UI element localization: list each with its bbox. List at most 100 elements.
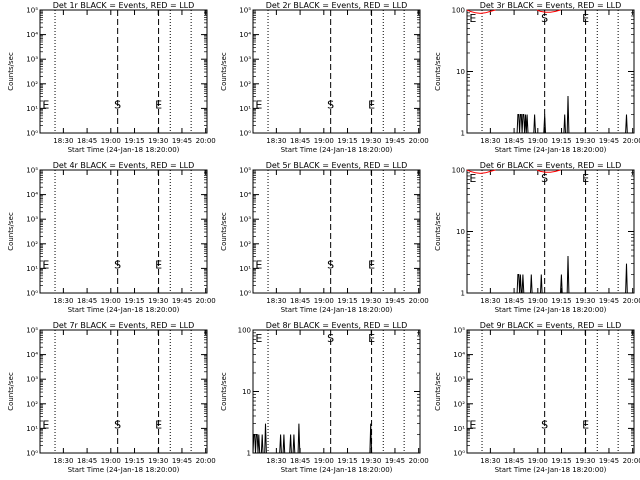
x-tick-label: 18:45 [290,137,310,145]
marker-label: S [114,418,121,431]
marker-label: E [469,418,476,431]
x-tick-label: 19:00 [528,457,548,465]
x-tick-label: 20:00 [409,137,429,145]
marker-label: E [469,172,476,185]
panel-title: Det 5r BLACK = Events, RED = LLD [266,161,408,170]
x-tick-label: 19:00 [314,297,334,305]
x-tick-label: 19:30 [575,137,595,145]
marker-label: S [327,332,334,345]
plot-frame [39,9,208,134]
y-tick-label: 10³ [453,376,465,384]
x-tick-label: 20:00 [196,297,216,305]
marker-label: E [255,258,262,271]
x-tick-label: 19:30 [148,457,168,465]
y-tick-label: 100 [238,327,251,335]
y-tick-label: 10⁵ [26,167,38,175]
y-axis-label: Counts/sec [7,212,15,251]
x-tick-label: 19:15 [551,457,571,465]
x-tick-label: 19:00 [314,457,334,465]
x-tick-label: 20:00 [409,297,429,305]
marker-label: E [42,258,49,271]
y-tick-label: 10² [453,400,465,408]
x-tick-label: 19:30 [361,457,381,465]
series-lld [536,9,561,13]
y-tick-label: 10² [239,80,251,88]
x-tick-label: 19:45 [385,297,405,305]
x-tick-label: 19:45 [599,137,619,145]
marker-label: E [155,418,162,431]
x-tick-label: 19:00 [101,457,121,465]
x-tick-label: 19:30 [148,137,168,145]
y-tick-label: 10⁰ [239,130,251,138]
marker-label: S [114,258,121,271]
x-tick-label: 18:30 [480,137,500,145]
marker-label: E [582,418,589,431]
x-axis-label: Start Time (24-Jan-18 18:20:00) [281,306,393,314]
x-tick-label: 18:45 [504,137,524,145]
x-tick-label: 19:30 [575,457,595,465]
y-tick-label: 100 [452,167,465,175]
series-lld [466,9,496,14]
x-tick-label: 19:00 [528,137,548,145]
x-tick-label: 18:30 [53,457,73,465]
x-tick-label: 19:45 [172,297,192,305]
y-tick-label: 10¹ [239,265,251,273]
panel-3: Det 3r BLACK = Events, RED = LLD 1 10 100 18… [434,1,640,154]
y-tick-label: 10⁴ [453,351,465,359]
y-tick-label: 10¹ [453,425,465,433]
x-tick-label: 18:30 [53,297,73,305]
x-tick-label: 18:30 [266,457,286,465]
x-tick-label: 20:00 [409,457,429,465]
x-tick-label: 18:45 [290,297,310,305]
x-axis-label: Start Time (24-Jan-18 18:20:00) [281,466,393,474]
marker-label: E [42,418,49,431]
panel-5: Det 5r BLACK = Events, RED = LLD 10⁰ 10¹ 10… [220,161,429,314]
y-axis-label: Counts/sec [220,212,228,251]
y-tick-label: 10³ [239,216,251,224]
plot-frame [466,9,635,134]
y-tick-label: 10² [26,400,38,408]
marker-label: E [582,12,589,25]
x-tick-label: 19:45 [385,137,405,145]
x-axis-label: Start Time (24-Jan-18 18:20:00) [495,466,607,474]
x-tick-label: 19:30 [148,297,168,305]
y-tick-label: 10⁰ [26,450,38,458]
series-lld [466,169,496,174]
x-tick-label: 19:00 [314,137,334,145]
marker-label: E [582,172,589,185]
series-events [252,423,373,454]
panel-1: Det 1r BLACK = Events, RED = LLD 10⁰ 10¹ 10… [7,1,216,154]
panel-title: Det 7r BLACK = Events, RED = LLD [53,321,195,330]
x-axis-label: Start Time (24-Jan-18 18:20:00) [68,146,180,154]
x-tick-label: 19:15 [337,297,357,305]
panel-9: Det 9r BLACK = Events, RED = LLD 10⁰ 10¹ 10… [434,321,640,474]
y-tick-label: 10⁴ [26,351,38,359]
y-tick-label: 10¹ [26,105,38,113]
marker-label: E [255,98,262,111]
x-tick-label: 18:30 [480,297,500,305]
plot-frame [252,9,421,134]
plot-frame [252,329,421,454]
y-tick-label: 1 [461,130,465,138]
x-tick-label: 19:00 [101,137,121,145]
y-tick-label: 10 [242,388,251,396]
x-axis-label: Start Time (24-Jan-18 18:20:00) [495,306,607,314]
x-tick-label: 18:45 [504,457,524,465]
x-tick-label: 20:00 [623,457,640,465]
y-tick-label: 10⁴ [26,191,38,199]
y-tick-label: 10³ [239,56,251,64]
x-tick-label: 20:00 [623,297,640,305]
marker-label: E [255,332,262,345]
y-tick-label: 10¹ [26,425,38,433]
marker-label: E [368,332,375,345]
x-tick-label: 19:15 [124,457,144,465]
x-tick-label: 18:30 [266,297,286,305]
x-tick-label: 19:45 [599,297,619,305]
y-tick-label: 10⁰ [453,450,465,458]
y-axis-label: Counts/sec [434,372,442,411]
y-tick-label: 10 [456,68,465,76]
panel-4: Det 4r BLACK = Events, RED = LLD 10⁰ 10¹ 10… [7,161,216,314]
x-tick-label: 19:15 [551,137,571,145]
y-tick-label: 10² [26,80,38,88]
